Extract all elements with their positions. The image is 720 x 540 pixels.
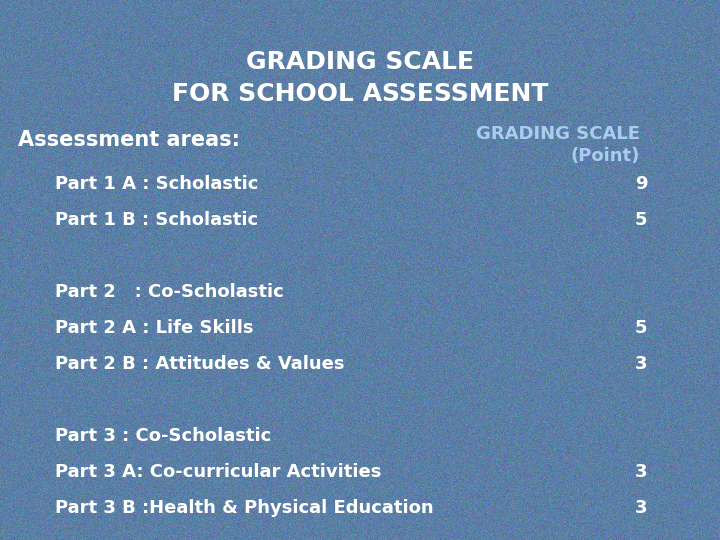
- Text: 5: 5: [635, 319, 647, 337]
- Text: Part 1 A : Scholastic: Part 1 A : Scholastic: [55, 175, 258, 193]
- Text: 5: 5: [635, 211, 647, 229]
- Text: 3: 3: [635, 463, 647, 481]
- Text: 3: 3: [635, 499, 647, 517]
- Text: 3: 3: [635, 355, 647, 373]
- Text: Part 2   : Co-Scholastic: Part 2 : Co-Scholastic: [55, 283, 284, 301]
- Text: 9: 9: [635, 175, 647, 193]
- Text: GRADING SCALE: GRADING SCALE: [476, 125, 640, 143]
- Text: GRADING SCALE: GRADING SCALE: [246, 50, 474, 74]
- Text: (Point): (Point): [571, 147, 640, 165]
- Text: Part 3 A: Co-curricular Activities: Part 3 A: Co-curricular Activities: [55, 463, 382, 481]
- Text: Part 3 : Co-Scholastic: Part 3 : Co-Scholastic: [55, 427, 271, 445]
- Text: Part 2 A : Life Skills: Part 2 A : Life Skills: [55, 319, 253, 337]
- Text: Part 2 B : Attitudes & Values: Part 2 B : Attitudes & Values: [55, 355, 344, 373]
- Text: Part 3 B :Health & Physical Education: Part 3 B :Health & Physical Education: [55, 499, 433, 517]
- Text: Part 1 B : Scholastic: Part 1 B : Scholastic: [55, 211, 258, 229]
- Text: FOR SCHOOL ASSESSMENT: FOR SCHOOL ASSESSMENT: [172, 82, 548, 106]
- Text: Assessment areas:: Assessment areas:: [18, 130, 240, 150]
